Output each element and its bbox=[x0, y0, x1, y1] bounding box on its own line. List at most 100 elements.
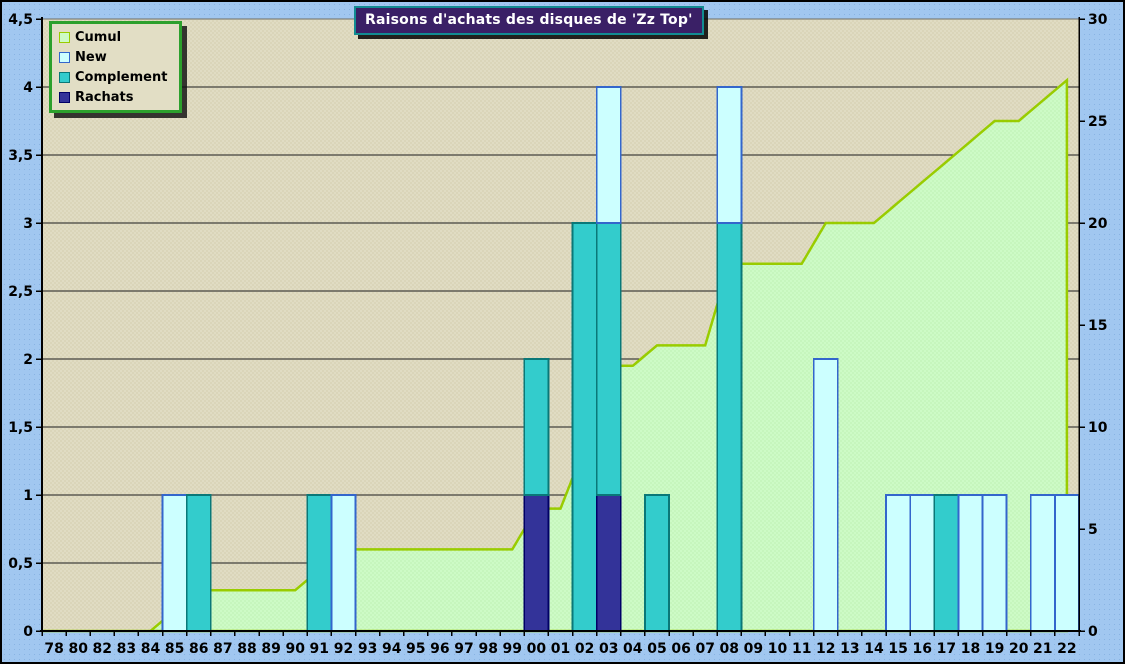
bar-complement bbox=[595, 222, 622, 496]
svg-text:5: 5 bbox=[1088, 522, 1098, 538]
bar-complement bbox=[716, 222, 743, 632]
svg-text:1,5: 1,5 bbox=[8, 420, 33, 436]
legend-item-new: New bbox=[59, 47, 175, 67]
bar-new bbox=[1029, 494, 1056, 632]
svg-text:0,5: 0,5 bbox=[8, 556, 33, 572]
bar-series bbox=[161, 86, 1080, 632]
svg-text:09: 09 bbox=[744, 641, 763, 657]
svg-text:16: 16 bbox=[912, 641, 931, 657]
legend-item-label: New bbox=[75, 49, 107, 65]
left-axis-labels: 0 0,5 1 1,5 2 2,5 3 3,5 4 4,5 bbox=[8, 12, 33, 640]
svg-text:02: 02 bbox=[575, 641, 594, 657]
bar-complement bbox=[933, 494, 960, 632]
legend-item-complement: Complement bbox=[59, 67, 175, 87]
svg-text:15: 15 bbox=[888, 641, 907, 657]
bar-new bbox=[161, 494, 188, 632]
svg-text:78: 78 bbox=[44, 641, 63, 657]
bar-new bbox=[981, 494, 1008, 632]
legend-swatch-rachats-icon bbox=[59, 91, 70, 103]
svg-text:19: 19 bbox=[985, 641, 1004, 657]
legend-swatch-cumul-icon bbox=[59, 31, 70, 43]
svg-text:4: 4 bbox=[23, 80, 33, 96]
svg-text:84: 84 bbox=[141, 641, 161, 657]
legend-item-label: Complement bbox=[75, 69, 168, 85]
svg-text:95: 95 bbox=[406, 641, 425, 657]
svg-text:05: 05 bbox=[647, 641, 666, 657]
svg-text:91: 91 bbox=[310, 641, 329, 657]
svg-text:87: 87 bbox=[213, 641, 232, 657]
svg-text:22: 22 bbox=[1057, 641, 1076, 657]
svg-text:11: 11 bbox=[792, 641, 811, 657]
svg-text:93: 93 bbox=[358, 641, 377, 657]
bar-rachats bbox=[523, 494, 550, 632]
bar-new bbox=[909, 494, 936, 632]
svg-text:0: 0 bbox=[23, 624, 33, 640]
bar-new bbox=[330, 494, 357, 632]
bar-new bbox=[957, 494, 984, 632]
svg-text:99: 99 bbox=[503, 641, 522, 657]
svg-text:80: 80 bbox=[68, 641, 88, 657]
svg-text:08: 08 bbox=[720, 641, 739, 657]
bar-complement bbox=[185, 494, 212, 632]
svg-text:17: 17 bbox=[937, 641, 956, 657]
svg-text:13: 13 bbox=[840, 641, 859, 657]
svg-text:89: 89 bbox=[261, 641, 280, 657]
right-axis-labels: 0 5 10 15 20 25 30 bbox=[1088, 12, 1108, 640]
svg-text:07: 07 bbox=[695, 641, 714, 657]
svg-text:06: 06 bbox=[671, 641, 690, 657]
tick-marks bbox=[36, 18, 1085, 636]
legend-item-rachats: Rachats bbox=[59, 87, 175, 107]
svg-text:96: 96 bbox=[430, 641, 449, 657]
bar-complement bbox=[571, 222, 598, 632]
bar-complement bbox=[644, 494, 670, 632]
bar-new bbox=[1054, 494, 1080, 632]
legend: Cumul New Complement Rachats bbox=[49, 21, 182, 113]
bar-rachats bbox=[595, 494, 622, 632]
svg-text:2,5: 2,5 bbox=[8, 284, 33, 300]
svg-text:20: 20 bbox=[1009, 641, 1029, 657]
bar-complement bbox=[306, 494, 333, 632]
svg-text:98: 98 bbox=[478, 641, 497, 657]
svg-text:12: 12 bbox=[816, 641, 835, 657]
bar-new bbox=[716, 86, 743, 224]
svg-text:18: 18 bbox=[961, 641, 980, 657]
chart-title: Raisons d'achats des disques de 'Zz Top' bbox=[354, 6, 704, 35]
svg-text:88: 88 bbox=[237, 641, 256, 657]
svg-text:4,5: 4,5 bbox=[8, 12, 33, 28]
svg-text:85: 85 bbox=[165, 641, 184, 657]
svg-text:10: 10 bbox=[1088, 420, 1108, 436]
svg-text:01: 01 bbox=[551, 641, 570, 657]
svg-text:10: 10 bbox=[768, 641, 788, 657]
legend-item-cumul: Cumul bbox=[59, 27, 175, 47]
svg-text:21: 21 bbox=[1033, 641, 1052, 657]
svg-text:90: 90 bbox=[285, 641, 305, 657]
svg-text:86: 86 bbox=[189, 641, 208, 657]
x-axis-labels: 78 80 82 83 84 85 86 87 88 89 90 91 92 93 94 95 96 97 98 99… bbox=[44, 641, 1076, 657]
svg-text:14: 14 bbox=[864, 641, 884, 657]
svg-text:3,5: 3,5 bbox=[8, 148, 33, 164]
svg-text:0: 0 bbox=[1088, 624, 1098, 640]
svg-text:82: 82 bbox=[93, 641, 112, 657]
svg-text:04: 04 bbox=[623, 641, 643, 657]
svg-text:83: 83 bbox=[117, 641, 136, 657]
legend-swatch-new-icon bbox=[59, 51, 70, 63]
bar-complement bbox=[523, 358, 550, 496]
svg-text:25: 25 bbox=[1088, 114, 1107, 130]
svg-text:30: 30 bbox=[1088, 12, 1108, 28]
svg-text:94: 94 bbox=[382, 641, 402, 657]
svg-text:1: 1 bbox=[23, 488, 33, 504]
svg-text:15: 15 bbox=[1088, 318, 1107, 334]
svg-text:03: 03 bbox=[599, 641, 618, 657]
bar-new bbox=[885, 494, 912, 632]
svg-text:3: 3 bbox=[23, 216, 33, 232]
legend-item-label: Cumul bbox=[75, 29, 122, 45]
svg-text:00: 00 bbox=[527, 641, 547, 657]
bar-new bbox=[812, 358, 839, 632]
svg-text:20: 20 bbox=[1088, 216, 1108, 232]
legend-item-label: Rachats bbox=[75, 89, 134, 105]
svg-text:92: 92 bbox=[334, 641, 353, 657]
legend-swatch-complement-icon bbox=[59, 71, 70, 83]
bar-new bbox=[595, 86, 622, 224]
